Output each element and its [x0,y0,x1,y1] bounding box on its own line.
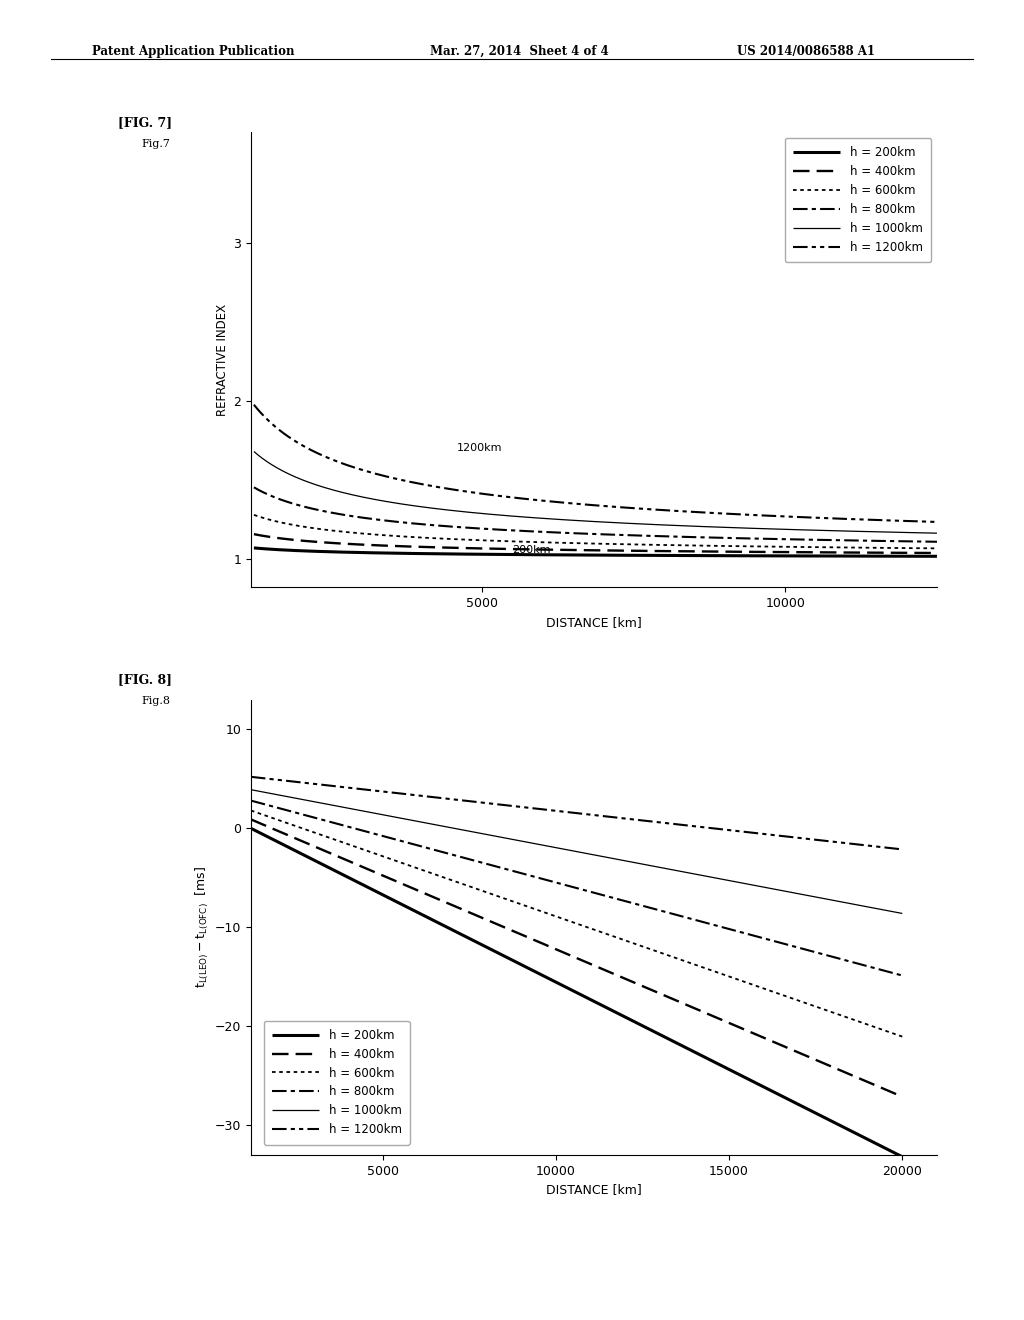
X-axis label: DISTANCE [km]: DISTANCE [km] [546,1183,642,1196]
Text: Patent Application Publication: Patent Application Publication [92,45,295,58]
Text: 1200km: 1200km [458,444,503,453]
Text: US 2014/0086588 A1: US 2014/0086588 A1 [737,45,876,58]
Y-axis label: REFRACTIVE INDEX: REFRACTIVE INDEX [216,304,229,416]
Text: 200km: 200km [512,545,551,556]
Text: Mar. 27, 2014  Sheet 4 of 4: Mar. 27, 2014 Sheet 4 of 4 [430,45,609,58]
Legend: h = 200km, h = 400km, h = 600km, h = 800km, h = 1000km, h = 1200km: h = 200km, h = 400km, h = 600km, h = 800… [784,137,931,261]
Legend: h = 200km, h = 400km, h = 600km, h = 800km, h = 1000km, h = 1200km: h = 200km, h = 400km, h = 600km, h = 800… [263,1020,410,1144]
Text: [FIG. 7]: [FIG. 7] [118,116,172,129]
X-axis label: DISTANCE [km]: DISTANCE [km] [546,615,642,628]
Text: Fig.8: Fig.8 [141,696,170,706]
Text: [FIG. 8]: [FIG. 8] [118,673,172,686]
Y-axis label: $\mathregular{t_{L(LEO)}-t_{L(OFC)}}$  [ms]: $\mathregular{t_{L(LEO)}-t_{L(OFC)}}$ [m… [194,866,211,989]
Text: Fig.7: Fig.7 [141,139,170,149]
